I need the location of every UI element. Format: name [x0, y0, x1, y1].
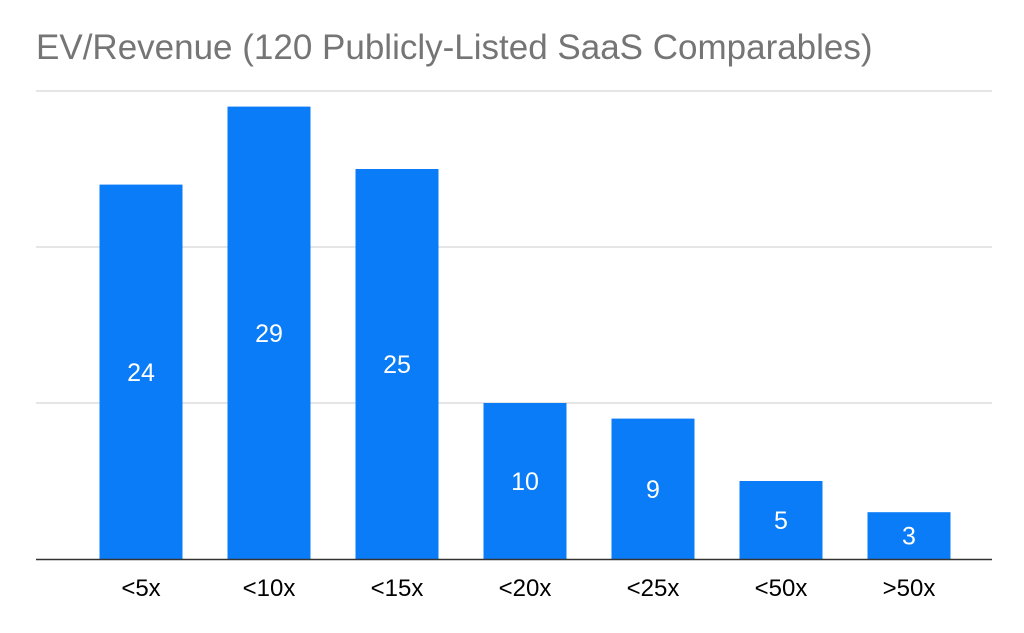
- bars: [99, 106, 951, 559]
- data-label: 9: [646, 476, 660, 504]
- data-label: 25: [383, 351, 411, 379]
- bar-<25x: [611, 418, 695, 559]
- bar-<5x: [99, 184, 183, 559]
- x-tick-label: <25x: [627, 575, 680, 602]
- bar-<10x: [227, 106, 311, 559]
- x-tick-label: <10x: [243, 575, 296, 602]
- x-tick-label: <5x: [121, 575, 160, 602]
- data-label: 3: [902, 523, 916, 551]
- x-tick-labels: <5x <10x <15x <20x <25x <50x >50x: [121, 575, 935, 602]
- x-tick-label: >50x: [883, 575, 936, 602]
- data-label: 5: [774, 507, 788, 535]
- data-label: 29: [255, 320, 283, 348]
- data-label: 10: [511, 468, 539, 496]
- x-tick-label: <50x: [755, 575, 808, 602]
- bar->50x: [867, 512, 951, 559]
- data-labels: 24 29 25 10 9 5 3: [127, 320, 916, 551]
- bar-<20x: [483, 403, 567, 559]
- x-tick-label: <20x: [499, 575, 552, 602]
- x-tick-label: <15x: [371, 575, 424, 602]
- bar-<15x: [355, 169, 439, 559]
- bar-<50x: [739, 481, 823, 559]
- chart-title: EV/Revenue (120 Publicly-Listed SaaS Com…: [36, 28, 873, 67]
- data-label: 24: [127, 359, 155, 387]
